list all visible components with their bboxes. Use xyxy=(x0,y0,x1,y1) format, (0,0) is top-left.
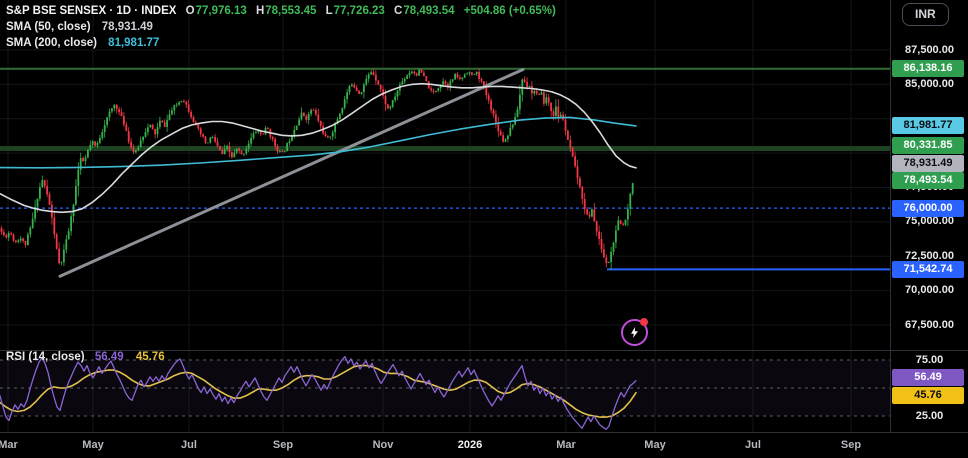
price-tick: 67,500.00 xyxy=(905,318,954,331)
price-axis[interactable]: 87,500.0085,000.0077,500.0075,000.0072,5… xyxy=(891,0,968,432)
high-value: 78,553.45 xyxy=(265,5,317,17)
time-axis-label: Jul xyxy=(181,439,197,451)
price-badge: 76,000.00 xyxy=(892,199,964,217)
rsi-tick: 25.00 xyxy=(915,409,944,422)
time-axis-label: Jul xyxy=(745,439,761,451)
time-axis-label: Sep xyxy=(840,439,862,451)
time-axis-label: May xyxy=(82,439,104,451)
high-label: H xyxy=(255,5,265,17)
symbol-title[interactable]: S&P BSE SENSEX · 1D · INDEX xyxy=(6,5,177,17)
sma200-value: 81,981.77 xyxy=(108,37,160,49)
price-axis-separator[interactable] xyxy=(890,0,891,432)
time-axis-label: May xyxy=(644,439,666,451)
time-axis-separator xyxy=(0,432,968,433)
rsi-badge: 45.76 xyxy=(892,386,964,404)
close-label: C xyxy=(394,5,403,17)
price-badge: 81,981.77 xyxy=(892,117,964,135)
price-badge: 78,493.54 xyxy=(892,172,964,190)
close-value: 78,493.54 xyxy=(403,5,455,17)
open-value: 77,976.13 xyxy=(195,5,247,17)
rsi-legend-row[interactable]: RSI (14, close) 56.49 45.76 xyxy=(6,351,165,363)
rsi-badge: 56.49 xyxy=(892,369,964,387)
sma200-label: SMA (200, close) xyxy=(6,37,97,49)
low-label: L xyxy=(325,5,333,17)
sma50-value: 78,931.49 xyxy=(101,21,153,33)
currency-toggle-button[interactable]: INR xyxy=(902,3,949,26)
price-tick: 75,000.00 xyxy=(905,215,954,228)
rsi-ma-value: 45.76 xyxy=(135,351,165,363)
time-axis-label: Nov xyxy=(372,439,394,451)
price-badge: 78,931.49 xyxy=(892,154,964,172)
sma50-label: SMA (50, close) xyxy=(6,21,91,33)
price-tick: 70,000.00 xyxy=(905,284,954,297)
price-badge: 80,331.85 xyxy=(892,137,964,155)
price-tick: 85,000.00 xyxy=(905,77,954,90)
symbol-row[interactable]: S&P BSE SENSEX · 1D · INDEX O77,976.13 H… xyxy=(6,3,556,19)
rsi-value: 56.49 xyxy=(94,351,124,363)
price-tick: 72,500.00 xyxy=(905,249,954,262)
chart-plot-area[interactable] xyxy=(0,0,890,432)
change-value: +504.86 (+0.65%) xyxy=(463,5,556,17)
sma200-legend-row[interactable]: SMA (200, close) 81,981.77 xyxy=(6,35,556,51)
price-badge: 71,542.74 xyxy=(892,260,964,278)
pane-resize-separator[interactable] xyxy=(0,350,968,351)
rsi-tick: 75.00 xyxy=(915,353,944,366)
time-axis-label: 2026 xyxy=(457,439,483,451)
open-label: O xyxy=(185,5,195,17)
flash-icon-button[interactable] xyxy=(621,318,648,346)
rsi-label: RSI (14, close) xyxy=(6,351,85,363)
price-badge: 86,138.16 xyxy=(892,60,964,78)
time-axis[interactable]: Mar May Jul Sep Nov 2026 Mar May Jul Sep xyxy=(0,433,890,458)
notification-dot-icon xyxy=(640,318,648,326)
time-axis-label: Mar xyxy=(556,439,576,451)
price-tick: 87,500.00 xyxy=(905,43,954,56)
time-axis-label: Mar xyxy=(0,439,18,451)
sma50-legend-row[interactable]: SMA (50, close) 78,931.49 xyxy=(6,19,556,35)
symbol-legend: S&P BSE SENSEX · 1D · INDEX O77,976.13 H… xyxy=(6,3,556,51)
time-axis-label: Sep xyxy=(272,439,294,451)
lightning-bolt-icon xyxy=(631,326,638,339)
low-value: 77,726.23 xyxy=(333,5,385,17)
